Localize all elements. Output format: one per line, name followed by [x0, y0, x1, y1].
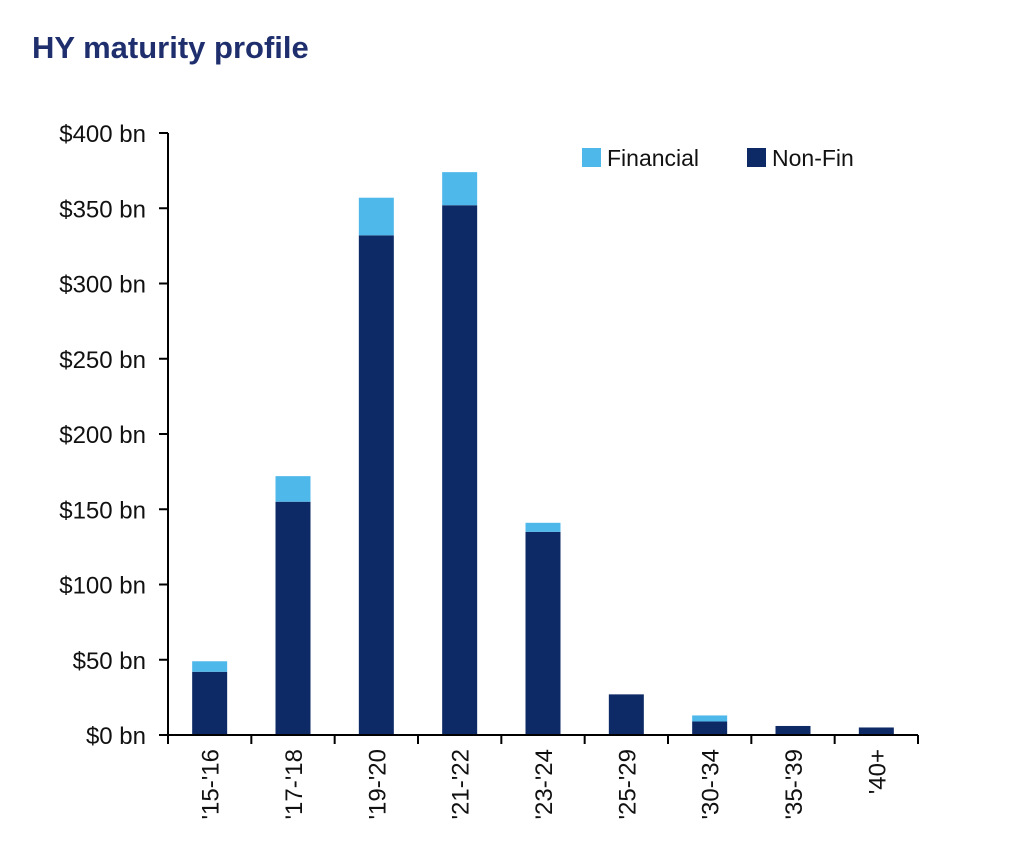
bar-financial-4 [525, 522, 561, 532]
x-tick-label: '35-'39 [781, 749, 808, 820]
bar-financial-3 [442, 172, 478, 206]
bars-group [192, 172, 894, 736]
y-tick-label: $150 bn [59, 497, 146, 524]
y-tick-label: $50 bn [73, 648, 146, 675]
x-tick-label: '40+ [864, 749, 891, 794]
x-tick-label: '21-'22 [448, 749, 475, 820]
chart-title: HY maturity profile [32, 30, 309, 65]
x-tick-label: '30-'34 [698, 749, 725, 820]
x-tick-label: '23-'24 [531, 749, 558, 820]
x-ticks-group: '15-'16 '17-'18 '19-'20 '21-'22 '23-'24 '25-'… [167, 735, 919, 820]
legend-swatch-financial [582, 148, 601, 167]
x-tick-label: '15-'16 [198, 749, 225, 820]
y-ticks-group: $0 bn $50 bn $100 bn $150 bn $200 bn $250 bn $… [59, 121, 168, 750]
bar-non-fin-2 [358, 235, 394, 735]
bar-non-fin-7 [775, 725, 811, 735]
y-tick-label: $100 bn [59, 573, 146, 600]
y-tick-label: $250 bn [59, 347, 146, 374]
bar-financial-1 [275, 476, 311, 502]
legend-label-non-fin: Non-Fin [772, 145, 854, 171]
x-tick-label: '19-'20 [364, 749, 391, 820]
bar-non-fin-5 [608, 694, 644, 735]
bar-non-fin-1 [275, 501, 311, 735]
y-tick-label: $200 bn [59, 422, 146, 449]
bar-non-fin-4 [525, 531, 561, 735]
y-tick-label: $0 bn [86, 723, 146, 750]
bar-non-fin-6 [692, 721, 728, 735]
bar-non-fin-3 [442, 205, 478, 736]
bar-non-fin-8 [858, 727, 894, 735]
bar-non-fin-0 [192, 671, 228, 735]
bar-financial-0 [192, 661, 228, 672]
bar-financial-6 [692, 715, 728, 722]
x-tick-label: '25-'29 [614, 749, 641, 820]
y-tick-label: $400 bn [59, 121, 146, 148]
y-tick-label: $300 bn [59, 272, 146, 299]
legend: Financial Non-Fin [582, 145, 854, 171]
x-tick-label: '17-'18 [281, 749, 308, 820]
bar-financial-2 [358, 197, 394, 236]
legend-label-financial: Financial [607, 145, 699, 171]
y-tick-label: $350 bn [59, 196, 146, 223]
legend-swatch-non-fin [747, 148, 766, 167]
